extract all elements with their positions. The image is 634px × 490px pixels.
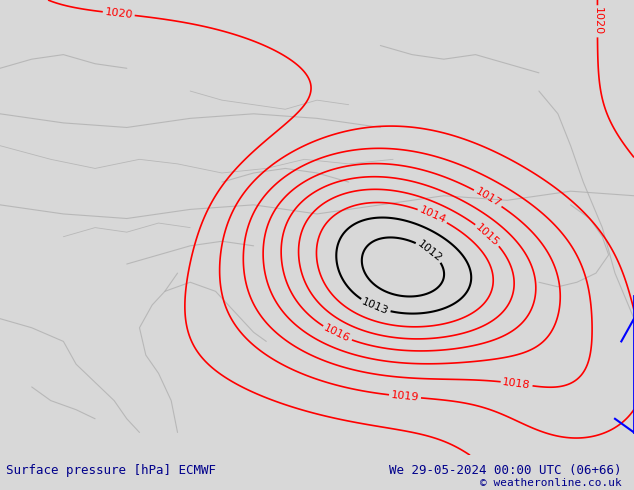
Text: 1012: 1012 (415, 239, 444, 264)
Text: We 29-05-2024 00:00 UTC (06+66): We 29-05-2024 00:00 UTC (06+66) (389, 464, 621, 477)
Text: 1014: 1014 (418, 205, 448, 226)
Text: 1020: 1020 (104, 7, 133, 20)
Text: © weatheronline.co.uk: © weatheronline.co.uk (479, 478, 621, 488)
Text: 1019: 1019 (391, 390, 420, 403)
Text: 1015: 1015 (474, 221, 501, 248)
Text: 1020: 1020 (592, 7, 602, 35)
Text: Surface pressure [hPa] ECMWF: Surface pressure [hPa] ECMWF (6, 464, 216, 477)
Text: 1018: 1018 (502, 377, 531, 391)
Text: 1016: 1016 (322, 323, 352, 344)
Text: 1017: 1017 (474, 186, 503, 209)
Text: 1013: 1013 (361, 296, 390, 317)
